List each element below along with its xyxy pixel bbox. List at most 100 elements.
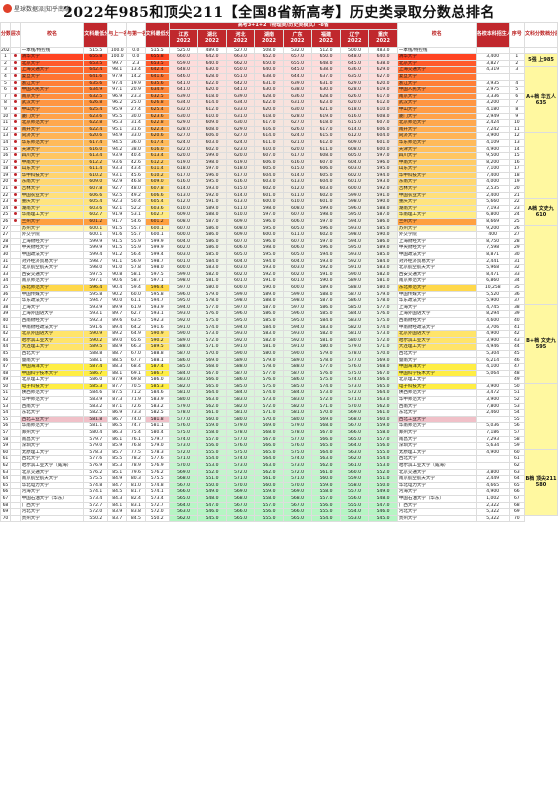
province-score: 589.0 [225, 356, 256, 365]
school-name: 湖南大学 [19, 204, 85, 213]
school-name-2: 南昌大学 [396, 435, 477, 444]
avg-score: 593.1 [83, 310, 109, 318]
province-header: 江苏 2022 [168, 28, 199, 48]
school-name: 暨南大学 [19, 356, 85, 365]
province-score: 613.0 [282, 178, 313, 187]
plan-count: 4,900 [475, 488, 510, 496]
school-name: 南京航空航天大学 [19, 475, 85, 483]
province-score: 581.0 [254, 343, 284, 351]
province-score: 648.0 [168, 66, 199, 74]
province-score: 562.0 [168, 514, 199, 523]
table-row: 2 北京大学 653.5 99.7 2.3 653.5 659.0 640.0 662.0 650… [0, 59, 558, 68]
province-score: 565.0 [197, 382, 227, 391]
plan-count: 9,200 [475, 224, 510, 233]
province-score: 616.0 [339, 112, 370, 121]
plan-count: 5,322 [475, 508, 510, 516]
province-score: 578.0 [282, 429, 313, 437]
avg-score: 588.1 [83, 356, 109, 365]
level-dot-icon [13, 54, 17, 58]
province-score: 593.0 [339, 251, 370, 259]
school-name-2: 中国传媒大学 [396, 290, 477, 299]
school-name-2: 中南财经政法大学 [396, 323, 477, 332]
province-score: 586.0 [197, 237, 227, 246]
province-score: 565.0 [225, 514, 256, 523]
province-score: 574.0 [282, 455, 313, 463]
province-score: 599.0 [311, 204, 341, 213]
province-score: 600.0 [368, 145, 398, 154]
province-score: 570.0 [311, 409, 341, 417]
table-row: 19 华中科技大学 610.2 93.1 45.6 610.2 617.0 596.0 617.… [0, 171, 558, 180]
province-score: 557.0 [311, 494, 341, 503]
province-score: 614.0 [282, 171, 313, 180]
province-score: 611.0 [282, 231, 313, 239]
rank-cell: 62 [0, 462, 11, 470]
province-score: 559.0 [311, 481, 341, 490]
province-score: 609.0 [339, 138, 370, 147]
province-score: 630.0 [197, 66, 227, 74]
index-cell: 52 [508, 396, 525, 404]
level-dot-icon [13, 153, 17, 157]
index-cell: 49 [508, 376, 525, 384]
province-score: 574.0 [197, 323, 227, 332]
level-cell [9, 119, 21, 127]
province-score: 602.0 [339, 171, 370, 180]
province-score: 545.0 [368, 514, 398, 523]
school-name-2: 四川大学 [396, 152, 477, 160]
table-row: 52 华中师范大学 583.9 87.3 71.9 583.9 580.0 563.0 583.… [0, 396, 558, 404]
province-score: 587.0 [197, 218, 227, 226]
table-row: 70 贵州大学 550.2 83.7 84.5 550.2 562.0 545.0 565.0 5… [0, 514, 558, 523]
province-score: 613.0 [168, 191, 199, 200]
avg-score-2: 622.4 [144, 125, 170, 134]
province-score: 595.0 [254, 224, 284, 233]
school-name-2: 中国海洋大学 [396, 363, 477, 371]
index-cell: 67 [508, 494, 525, 503]
province-score: 587.0 [339, 290, 370, 299]
diff-cell: 89.4 [107, 323, 128, 332]
province-score: 583.0 [282, 396, 313, 404]
school-name: 中国传媒大学 [19, 290, 85, 299]
diff-cell: 88.7 [107, 349, 128, 358]
school-name-2: 华南理工大学 [396, 211, 477, 220]
province-score: 629.0 [368, 66, 398, 74]
province-score: 581.0 [339, 330, 370, 338]
level-cell [9, 99, 21, 107]
province-score: 585.0 [368, 251, 398, 259]
province-score: 594.0 [339, 218, 370, 226]
school-name-2: 中国科学技术大学 [396, 369, 477, 378]
school-name: 深圳大学 [19, 442, 85, 450]
province-score: 597.0 [311, 237, 341, 246]
table-row: 8 武汉大学 626.8 96.2 25.0 626.8 634.0 614.0 634.0 62… [0, 99, 558, 107]
avg-score-2: 596.4 [144, 283, 170, 292]
avg-score: 616.0 [83, 145, 109, 154]
school-name-2: 华中科技大学 [396, 171, 477, 180]
province-score: 615.0 [311, 132, 341, 140]
rank-cell: 46 [0, 356, 11, 365]
index-cell: 70 [508, 514, 525, 523]
avg-score: 600.1 [83, 231, 109, 239]
school-name: 陕西师范大学 [19, 389, 85, 398]
plan-count: 3,400 [475, 53, 510, 61]
province-score: 630.0 [254, 86, 284, 94]
avg-score: 587.4 [83, 363, 109, 371]
rank-cell: 53 [0, 402, 11, 411]
level-cell [9, 422, 21, 431]
diff-cell: 93.1 [107, 171, 128, 180]
school-name: 华北电力大学 [19, 481, 85, 490]
province-score: 605.0 [225, 251, 256, 259]
province-year: 2022 [290, 38, 305, 45]
province-score: 598.0 [282, 297, 313, 305]
gap-cell: 81.0 [126, 481, 146, 490]
school-name: 东北大学 [19, 409, 85, 417]
province-score: 610.0 [225, 211, 256, 220]
avg-score-2: 593.1 [144, 310, 170, 318]
province-score: 597.0 [254, 211, 284, 220]
plan-count: 8,294 [475, 310, 510, 318]
gap-cell: 31.4 [126, 119, 146, 127]
rank-cell: 28 [0, 237, 11, 246]
province-score: 586.0 [254, 310, 284, 318]
index-cell: 28 [508, 237, 525, 246]
school-name: 北京航空航天大学 [19, 264, 85, 272]
table-row: 22 中国农业大学 606.6 92.5 49.2 606.6 613.0 592.0 614.… [0, 191, 558, 200]
province-score: 585.0 [311, 310, 341, 318]
province-score: 596.0 [168, 290, 199, 299]
